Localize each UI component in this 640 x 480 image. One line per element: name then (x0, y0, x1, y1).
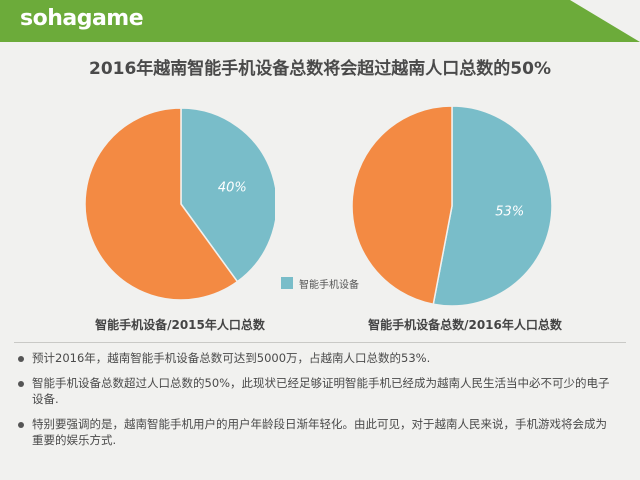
page-title: 2016年越南智能手机设备总数将会超过越南人口总数的50% (88, 59, 551, 79)
legend-swatch (281, 277, 293, 289)
brand-logo: sohagame (20, 6, 144, 31)
bullet-item: 特别要强调的是，越南智能手机用户的用户年龄段日渐年轻化。由此可见，对于越南人民来… (18, 416, 618, 448)
legend-label: 智能手机设备 (299, 279, 359, 291)
pie-data-label: 53% (495, 204, 524, 219)
pie-chart-2015: 40% (85, 107, 275, 301)
header-bar: sohagame (0, 0, 640, 42)
pie-slice-population (351, 105, 453, 306)
header-corner (570, 0, 640, 42)
pie-slice-population (85, 107, 239, 301)
pie-slice-smartphone (432, 105, 553, 307)
bullet-list: 预计2016年，越南智能手机设备总数可达到5000万，占越南人口总数的53%. … (18, 350, 618, 457)
pie-caption-2015: 智能手机设备/2015年人口总数 (95, 318, 265, 332)
pie-caption-2016: 智能手机设备总数/2016年人口总数 (368, 318, 562, 332)
legend: 智能手机设备 (281, 276, 359, 291)
section-divider (14, 342, 626, 343)
pie-slice-smartphone (180, 107, 275, 283)
bullet-item: 预计2016年，越南智能手机设备总数可达到5000万，占越南人口总数的53%. (18, 350, 618, 366)
pie-chart-2016: 53% (351, 105, 553, 307)
bullet-item: 智能手机设备总数超过人口总数的50%，此现状已经足够证明智能手机已经成为越南人民… (18, 375, 618, 407)
pie-data-label: 40% (218, 180, 247, 195)
